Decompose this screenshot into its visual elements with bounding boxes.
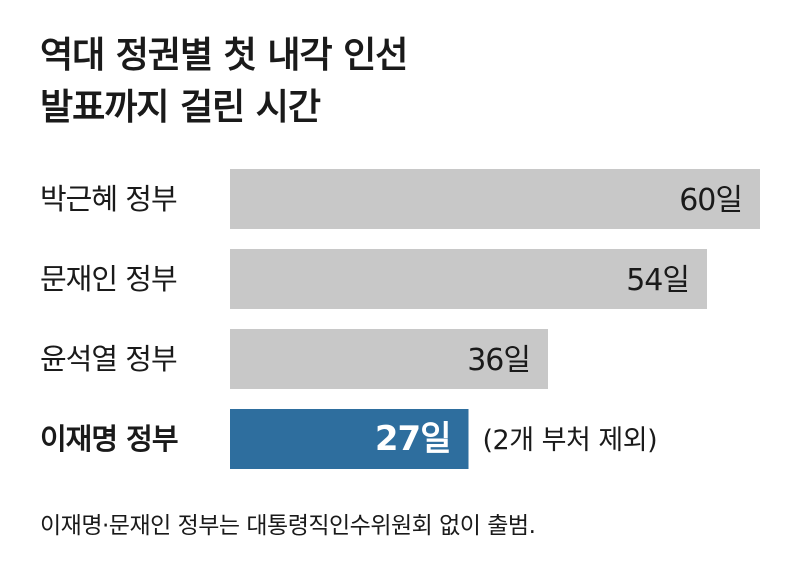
bar-annotation: (2개 부처 제외) <box>483 425 658 456</box>
bar <box>230 329 548 389</box>
chart-title-line-2: 발표까지 걸린 시간 <box>40 87 321 128</box>
value-label: 36일 <box>467 343 530 378</box>
category-label: 박근혜 정부 <box>40 182 177 216</box>
footnote: 이재명·문재인 정부는 대통령직인수위원회 없이 출범. <box>40 513 536 539</box>
chart-title: 역대 정권별 첫 내각 인선 발표까지 걸린 시간 <box>40 30 408 134</box>
bar <box>230 249 707 309</box>
value-label: 27일 <box>375 419 451 459</box>
value-label: 54일 <box>626 263 689 298</box>
category-label: 문재인 정부 <box>40 262 177 296</box>
category-label: 윤석열 정부 <box>40 342 177 376</box>
category-label: 이재명 정부 <box>40 422 178 456</box>
bar <box>230 409 469 469</box>
value-label: 60일 <box>679 183 742 218</box>
bar <box>230 169 760 229</box>
chart-title-line-1: 역대 정권별 첫 내각 인선 <box>40 35 408 76</box>
